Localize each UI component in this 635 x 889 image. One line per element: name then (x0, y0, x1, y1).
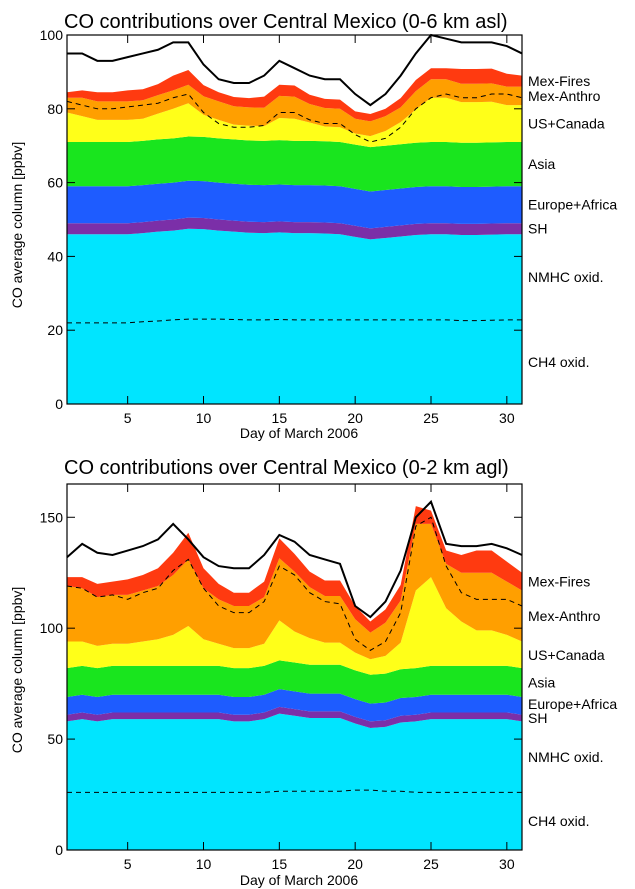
x-tick-label: 10 (196, 410, 212, 426)
layer-label: Europe+Africa (528, 696, 617, 712)
y-axis-ticks-0: 0 20 40 60 80 100 (40, 27, 522, 412)
area-layer-ch4-oxid (67, 790, 522, 850)
x-tick-label: 15 (272, 856, 288, 872)
x-axis-ticks-0: 5 10 15 20 25 30 (124, 35, 515, 426)
y-tick-label: 100 (40, 620, 64, 636)
layer-label: Asia (528, 675, 555, 691)
x-axis-label-0: Day of March 2006 (240, 425, 358, 441)
y-tick-label: 0 (55, 396, 63, 412)
y-tick-label: 60 (47, 175, 63, 191)
ch4-nmhc-dashed-line (67, 318, 522, 324)
x-axis-ticks-1: 5 10 15 20 25 30 (124, 484, 515, 872)
y-axis-ticks-1: 0 50 100 150 (40, 509, 522, 858)
area-layer-asia (67, 136, 522, 192)
y-tick-label: 20 (47, 322, 63, 338)
layer-label: US+Canada (528, 116, 605, 132)
y-tick-label: 50 (47, 731, 63, 747)
ch4-nmhc-dashed-line (67, 789, 522, 793)
stacked-areas-0 (67, 68, 522, 404)
area-layer-mex-anthro (67, 79, 522, 137)
total-co-line (67, 33, 523, 107)
layer-label: Asia (528, 156, 555, 172)
area-layer-mex-anthro (67, 523, 522, 660)
y-tick-label: 100 (40, 27, 64, 43)
x-tick-label: 5 (124, 856, 132, 872)
x-axis-label-1: Day of March 2006 (240, 872, 358, 888)
x-tick-label: 25 (423, 856, 439, 872)
overlay-lines-1 (66, 499, 523, 793)
anthro-dashed-line (66, 93, 523, 143)
stacked-areas-1 (67, 506, 522, 850)
area-layer-us-canada (67, 97, 522, 148)
layer-label: NMHC oxid. (528, 269, 603, 285)
area-layer-nmhc-oxid (67, 713, 522, 793)
x-tick-label: 10 (196, 856, 212, 872)
area-layer-nmhc-oxid (67, 228, 522, 323)
layer-label: Mex-Fires (528, 73, 590, 89)
x-tick-label: 25 (423, 410, 439, 426)
area-layer-asia (67, 660, 522, 704)
layer-label: NMHC oxid. (528, 749, 603, 765)
y-tick-label: 40 (47, 248, 63, 264)
chart-title-0: CO contributions over Central Mexico (0-… (64, 11, 507, 33)
plot-frame-1 (66, 483, 523, 851)
layer-label: SH (528, 710, 547, 726)
area-layer-mex-fires (67, 68, 522, 122)
plot-frame-0 (66, 34, 523, 405)
y-tick-label: 0 (55, 842, 63, 858)
layer-label: Mex-Fires (528, 574, 590, 590)
x-tick-label: 30 (499, 856, 515, 872)
layer-label: Mex-Anthro (528, 88, 601, 104)
chart-panel-0-6km: CO contributions over Central Mexico (0-… (9, 11, 617, 441)
layer-label: CH4 oxid. (528, 354, 589, 370)
x-tick-label: 20 (347, 856, 363, 872)
x-tick-label: 30 (499, 410, 515, 426)
area-layer-europe-africa (67, 689, 522, 722)
layer-labels-0: CH4 oxid. NMHC oxid. SH Europe+Africa Asia US… (528, 73, 617, 370)
layer-label: SH (528, 221, 547, 237)
y-tick-label: 80 (47, 101, 63, 117)
x-tick-label: 15 (272, 410, 288, 426)
area-layer-europe-africa (67, 180, 522, 229)
anthro-dashed-line (66, 516, 523, 651)
y-axis-label-0: CO average column [ppbv] (9, 142, 25, 309)
y-tick-label: 150 (40, 509, 64, 525)
area-layer-mex-fires (67, 506, 522, 633)
layer-label: US+Canada (528, 647, 605, 663)
total-co-line (66, 499, 523, 619)
area-layer-sh (67, 706, 522, 728)
layer-label: Europe+Africa (528, 197, 617, 213)
area-layer-us-canada (67, 577, 522, 675)
chart-panel-0-2km: CO contributions over Central Mexico (0-… (9, 457, 617, 888)
y-axis-label-1: CO average column [ppbv] (9, 587, 25, 754)
chart-title-1: CO contributions over Central Mexico (0-… (64, 457, 509, 479)
x-tick-label: 5 (124, 410, 132, 426)
layer-label: CH4 oxid. (528, 813, 589, 829)
area-layer-sh (67, 217, 522, 240)
overlay-lines-0 (66, 33, 523, 324)
x-tick-label: 20 (347, 410, 363, 426)
area-layer-ch4-oxid (67, 319, 522, 404)
layer-label: Mex-Anthro (528, 608, 601, 624)
